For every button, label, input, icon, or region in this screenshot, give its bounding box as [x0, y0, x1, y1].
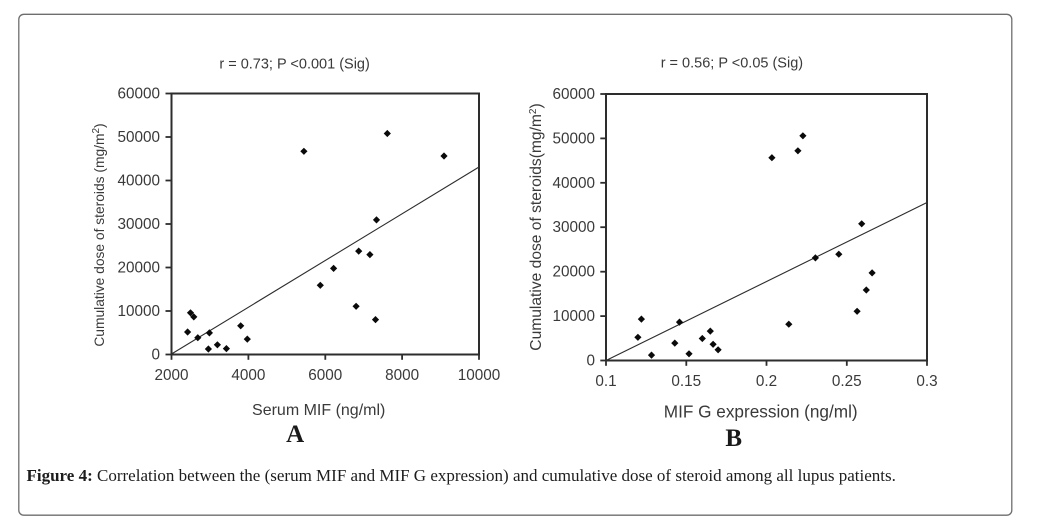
svg-text:r = 0.73; P <0.001 (Sig): r = 0.73; P <0.001 (Sig) — [219, 56, 369, 72]
svg-text:30000: 30000 — [117, 216, 160, 233]
svg-text:60000: 60000 — [117, 86, 160, 103]
svg-text:A: A — [286, 421, 304, 448]
svg-text:10000: 10000 — [552, 308, 595, 325]
svg-text:0.2: 0.2 — [756, 373, 777, 390]
svg-text:20000: 20000 — [552, 264, 595, 281]
svg-text:50000: 50000 — [117, 129, 160, 146]
svg-text:6000: 6000 — [308, 367, 342, 384]
svg-text:4000: 4000 — [231, 367, 265, 384]
svg-text:0.15: 0.15 — [671, 373, 701, 390]
svg-text:10000: 10000 — [458, 367, 501, 384]
svg-text:Figure 4: Correlation between: Figure 4: Correlation between the (serum… — [27, 466, 896, 485]
svg-text:B: B — [725, 425, 742, 452]
svg-text:60000: 60000 — [552, 86, 595, 103]
svg-text:Cumulative dose of steroids(mg: Cumulative dose of steroids(mg/m2) — [528, 103, 545, 350]
svg-text:30000: 30000 — [552, 219, 595, 236]
svg-text:10000: 10000 — [117, 303, 160, 320]
svg-text:0.3: 0.3 — [916, 373, 937, 390]
svg-text:Cumulative dose of steroids (m: Cumulative dose of steroids (mg/m2) — [91, 123, 107, 346]
svg-text:50000: 50000 — [552, 130, 595, 147]
svg-text:40000: 40000 — [117, 173, 160, 190]
svg-text:0.1: 0.1 — [595, 373, 616, 390]
svg-text:Serum MIF (ng/ml): Serum MIF (ng/ml) — [252, 402, 385, 419]
svg-text:0: 0 — [586, 353, 595, 370]
svg-text:r = 0.56; P <0.05 (Sig): r = 0.56; P <0.05 (Sig) — [661, 56, 803, 72]
svg-text:0.25: 0.25 — [832, 373, 862, 390]
svg-text:2000: 2000 — [154, 367, 188, 384]
svg-text:20000: 20000 — [117, 260, 160, 277]
svg-text:MIF G expression (ng/ml): MIF G expression (ng/ml) — [664, 401, 858, 421]
svg-text:0: 0 — [151, 347, 160, 364]
svg-text:8000: 8000 — [385, 367, 419, 384]
svg-text:40000: 40000 — [552, 175, 595, 192]
